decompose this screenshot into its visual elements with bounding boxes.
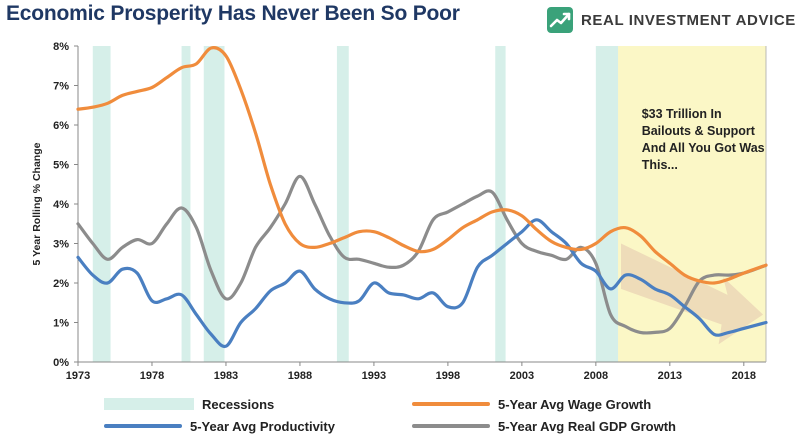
- legend-item-recessions: Recessions: [104, 394, 274, 414]
- chart-series: [76, 46, 768, 349]
- x-tick-label: 1993: [362, 370, 386, 382]
- x-tick-label: 1988: [288, 370, 312, 382]
- y-tick-label: 1%: [53, 318, 69, 330]
- highlight-span: [618, 46, 766, 362]
- annotation-line: $33 Trillion In: [642, 107, 722, 121]
- legend-item-productivity: 5-Year Avg Productivity: [104, 416, 335, 436]
- x-tick-label: 1978: [140, 370, 164, 382]
- recession-bar: [595, 46, 619, 362]
- legend-swatch-recessions: [104, 398, 194, 410]
- brand-logo: REAL INVESTMENT ADVICE: [546, 6, 796, 34]
- chart-axes: [74, 45, 767, 366]
- series-line-wage: [76, 46, 768, 285]
- x-tick-label: 2003: [510, 370, 534, 382]
- recession-bar: [336, 46, 349, 362]
- y-tick-label: 3%: [53, 239, 69, 251]
- legend-label-recessions: Recessions: [202, 396, 275, 412]
- x-tick-label: 1983: [214, 370, 238, 382]
- y-tick-label: 0%: [53, 357, 69, 369]
- y-tick-label: 5%: [53, 160, 69, 172]
- chart-background: [92, 46, 766, 362]
- legend-swatch-productivity: [104, 424, 182, 428]
- annotation-line: Bailouts & Support: [642, 124, 756, 138]
- series-line-productivity: [76, 218, 768, 349]
- legend-label-gdp: 5-Year Avg Real GDP Growth: [498, 418, 676, 434]
- recession-bar: [181, 46, 191, 362]
- legend-item-wage: 5-Year Avg Wage Growth: [412, 394, 651, 414]
- y-tick-label: 6%: [53, 120, 69, 132]
- legend-swatch-gdp: [412, 424, 490, 428]
- brand-name: REAL INVESTMENT ADVICE: [581, 11, 796, 29]
- y-tick-label: 8%: [53, 41, 69, 53]
- y-tick-label: 7%: [53, 81, 69, 93]
- y-tick-label: 4%: [53, 199, 69, 211]
- annotation-line: And All You Got Was: [642, 141, 765, 155]
- y-axis-title: 5 Year Rolling % Change: [31, 142, 43, 265]
- y-tick-label: 2%: [53, 278, 69, 290]
- legend-item-gdp: 5-Year Avg Real GDP Growth: [412, 416, 676, 436]
- x-tick-label: 1973: [66, 370, 90, 382]
- x-tick-label: 2018: [732, 370, 756, 382]
- legend-swatch-wage: [412, 402, 490, 406]
- page-title: Economic Prosperity Has Never Been So Po…: [6, 2, 460, 25]
- x-tick-label: 1998: [436, 370, 460, 382]
- recession-bar: [92, 46, 111, 362]
- x-tick-label: 2008: [584, 370, 608, 382]
- recession-bar: [203, 46, 225, 362]
- legend-label-productivity: 5-Year Avg Productivity: [190, 418, 335, 434]
- rising-chart-logo-icon: [547, 7, 573, 33]
- x-tick-label: 2013: [658, 370, 682, 382]
- chart-labels: 0% 1% 2% 3% 4% 5% 6% 7% 8% 1973 1978 1983 1988 1993 19…: [31, 41, 765, 382]
- annotation-line: This...: [642, 158, 678, 172]
- legend-label-wage: 5-Year Avg Wage Growth: [498, 396, 652, 412]
